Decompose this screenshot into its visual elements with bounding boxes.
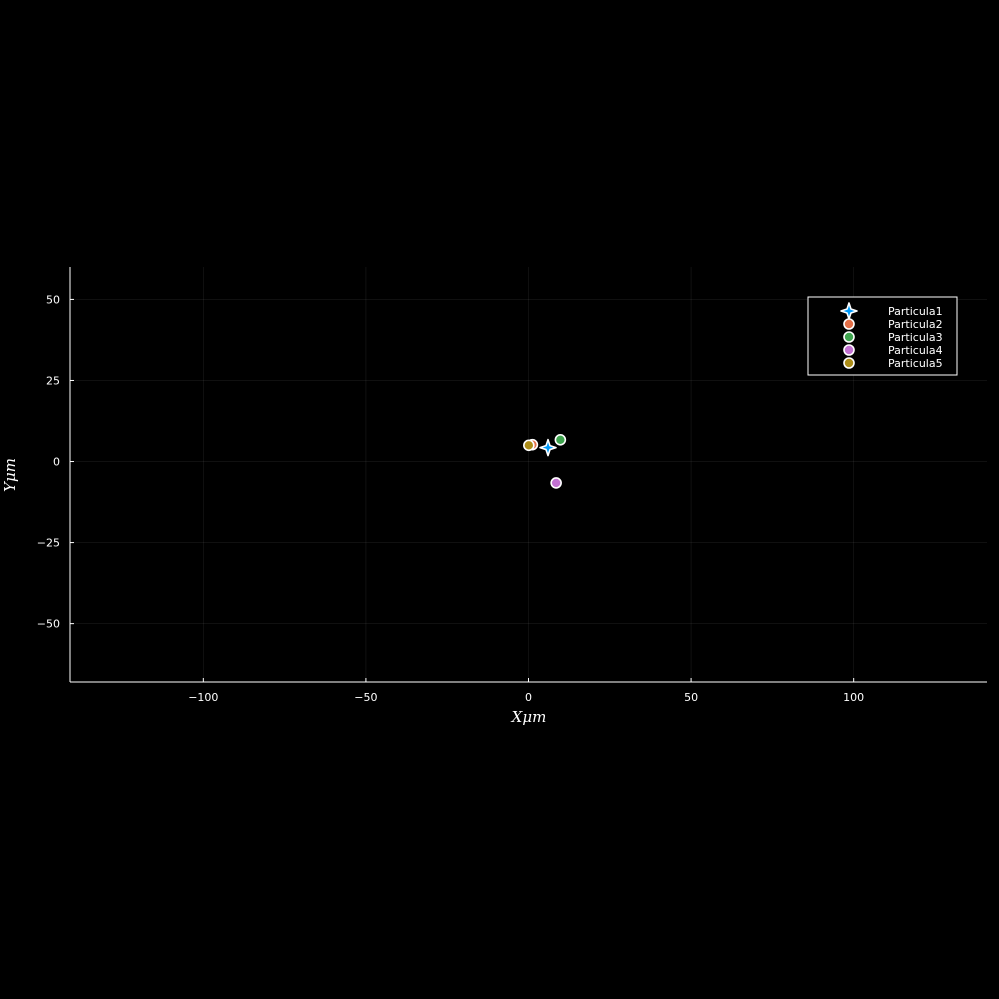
legend-marker-particula4: [843, 344, 855, 356]
data-point-particula3: [554, 434, 567, 446]
legend-label: Particula5: [888, 357, 943, 370]
x-tick-label: −50: [354, 691, 377, 704]
y-tick-label: 25: [46, 374, 60, 387]
legend-label: Particula4: [888, 344, 943, 357]
x-tick-label: −100: [188, 691, 218, 704]
y-tick-label: 50: [46, 293, 60, 306]
axes: [69, 267, 987, 683]
legend-marker-particula5: [843, 357, 855, 369]
legend-label: Particula3: [888, 331, 943, 344]
y-tick-label: −50: [37, 618, 60, 631]
legend-marker-particula3: [843, 331, 855, 343]
y-axis-label: Yμm: [1, 458, 19, 492]
legend: Particula1Particula2Particula3Particula4…: [807, 296, 958, 376]
y-tick-label: 0: [53, 456, 60, 469]
x-axis-label: Xμm: [511, 708, 547, 726]
y-tick-label: −25: [37, 537, 60, 550]
x-tick-label: 50: [684, 691, 698, 704]
legend-label: Particula1: [888, 305, 943, 318]
legend-marker-particula2: [843, 318, 855, 330]
data-points: [523, 434, 567, 489]
data-point-particula1: [539, 438, 557, 457]
data-point-particula5: [523, 439, 535, 452]
legend-label: Particula2: [888, 318, 943, 331]
tick-labels: −100 −50 0 50 100 −50 −25 0 25 50: [37, 293, 864, 704]
x-tick-label: 0: [525, 691, 532, 704]
x-tick-label: 100: [843, 691, 864, 704]
data-point-particula4: [550, 477, 562, 489]
legend-box: [807, 296, 958, 376]
